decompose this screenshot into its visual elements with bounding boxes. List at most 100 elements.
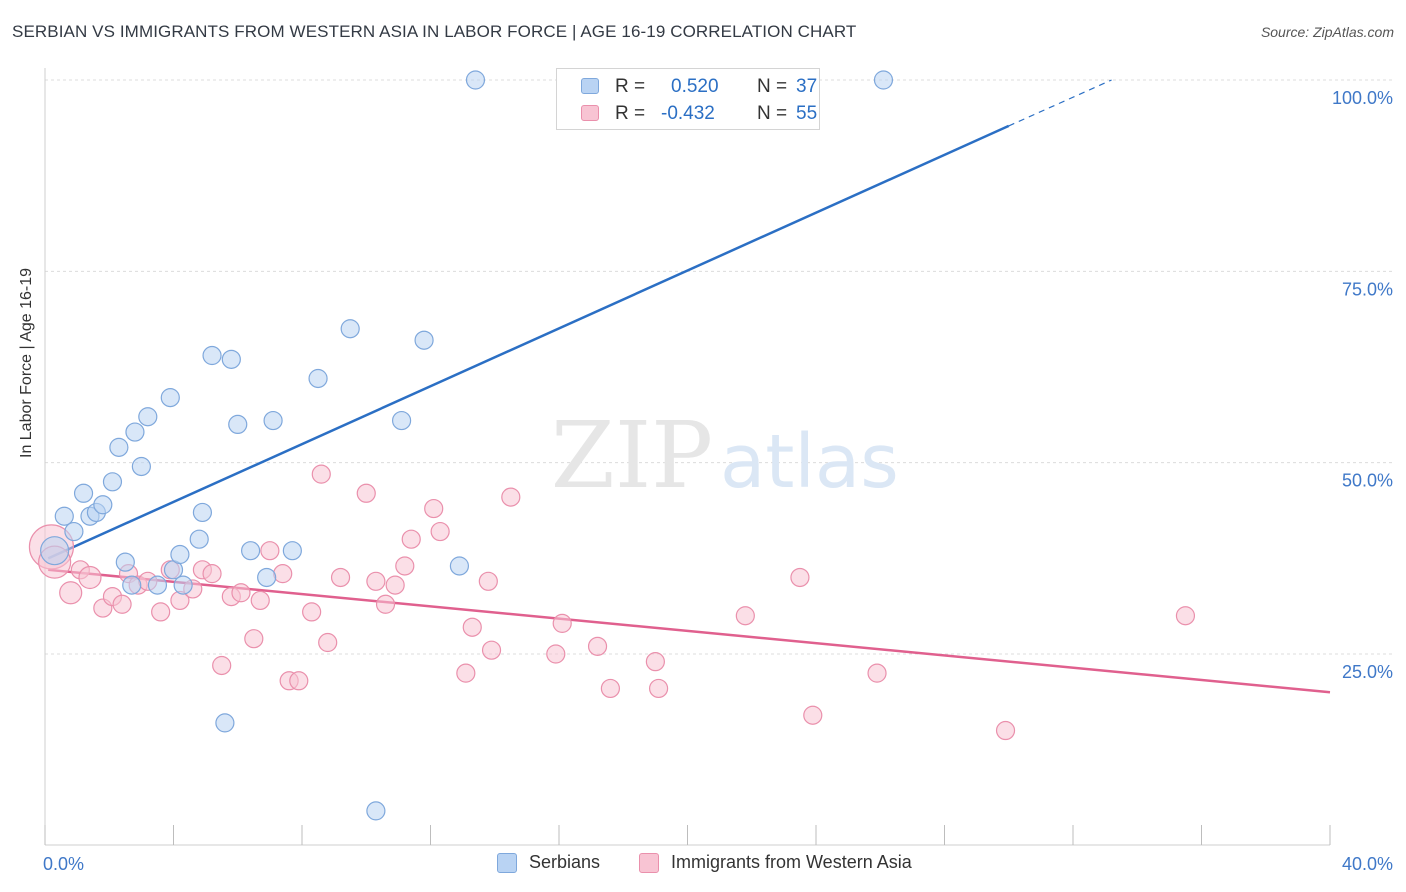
immigrants-point	[803, 705, 823, 725]
immigrants-point	[330, 567, 351, 588]
y-tick-label: 25.0%	[1342, 662, 1393, 682]
serbians-point	[340, 319, 360, 339]
immigrants-point	[250, 590, 270, 611]
legend-swatch-serbians	[497, 853, 517, 873]
immigrants-point	[1175, 606, 1196, 626]
immigrants-point	[375, 594, 396, 614]
immigrants-point	[260, 541, 280, 561]
y-axis-label: In Labor Force | Age 16-19	[18, 267, 35, 458]
legend-n-value-immigrants: 55	[796, 103, 818, 124]
serbians-point	[122, 575, 142, 595]
watermark-atlas: atlas	[720, 419, 899, 505]
serbians-point	[873, 70, 894, 90]
immigrants-point	[212, 655, 232, 676]
immigrants-point	[401, 529, 421, 549]
serbians-point	[215, 713, 235, 733]
serbians-point	[115, 552, 135, 572]
immigrants-trend-line	[48, 568, 1331, 694]
y-tick-label: 50.0%	[1342, 471, 1393, 491]
immigrants-point	[790, 567, 810, 588]
immigrants-point	[59, 581, 83, 605]
immigrants-point	[430, 521, 450, 542]
serbians-point	[241, 541, 261, 561]
chart-title: SERBIAN VS IMMIGRANTS FROM WESTERN ASIA …	[12, 22, 857, 41]
serbians-point	[64, 521, 84, 542]
legend-label-serbians: Serbians	[529, 852, 601, 872]
immigrants-point	[995, 720, 1016, 741]
legend-n-label: N =	[757, 76, 788, 97]
serbians-point	[465, 70, 486, 90]
immigrants-point	[231, 583, 251, 603]
serbians-trend-extension	[1008, 79, 1112, 127]
watermark-zip: ZIP	[551, 402, 713, 509]
serbians-point	[202, 345, 222, 366]
legend-r-label: R =	[615, 103, 646, 124]
immigrants-point	[385, 575, 405, 595]
serbians-point	[192, 502, 213, 523]
immigrants-point	[587, 636, 608, 656]
serbians-point	[131, 456, 151, 477]
serbians-point	[366, 801, 386, 821]
immigrants-point	[302, 602, 322, 622]
legend-swatch-serbians	[581, 78, 599, 94]
immigrants-point	[478, 571, 498, 591]
x-tick-label-max: 40.0%	[1342, 854, 1393, 874]
legend-swatch-immigrants	[581, 105, 599, 121]
source-label: Source: ZipAtlas.com	[1260, 24, 1394, 40]
serbians-point	[40, 536, 70, 566]
legend-r-value-serbians: 0.520	[671, 76, 719, 97]
serbians-point	[414, 330, 434, 350]
immigrants-point	[366, 571, 386, 591]
immigrants-point	[552, 613, 572, 633]
legend-r-label: R =	[615, 76, 646, 97]
trend-lines	[47, 79, 1331, 694]
grid-lines	[45, 79, 1393, 655]
immigrants-point	[356, 483, 376, 503]
tick-labels: 25.0% 50.0% 75.0% 100.0% 0.0% 40.0%	[43, 88, 1393, 874]
serbians-point	[282, 541, 302, 561]
legend-n-value-serbians: 37	[796, 76, 818, 97]
immigrants-point	[501, 487, 521, 507]
serbians-point	[138, 407, 158, 427]
immigrants-point	[289, 671, 309, 691]
serbians-point	[263, 410, 283, 431]
serbians-point	[189, 529, 209, 549]
stats-legend: R = 0.520 N = 37 R = -0.432 N = 55	[556, 68, 820, 130]
serbians-point	[54, 506, 74, 526]
serbians-trend-line	[47, 124, 1010, 560]
serbians-point	[147, 575, 168, 595]
data-points	[28, 70, 1196, 821]
y-tick-label: 100.0%	[1332, 88, 1393, 108]
serbians-point	[125, 422, 145, 442]
immigrants-point	[546, 644, 566, 664]
immigrants-point	[244, 629, 264, 649]
immigrants-point	[481, 640, 502, 660]
serbians-point	[109, 437, 129, 457]
serbians-point	[160, 388, 180, 408]
immigrants-point	[456, 663, 476, 683]
immigrants-point	[318, 632, 338, 653]
axes	[44, 68, 1331, 846]
immigrants-point	[112, 594, 132, 614]
immigrants-point	[462, 617, 482, 637]
serbians-point	[391, 410, 412, 431]
serbians-point	[73, 483, 94, 503]
legend-swatch-immigrants	[639, 853, 659, 873]
immigrants-point	[151, 602, 171, 622]
serbians-point	[308, 368, 328, 389]
immigrants-point	[273, 564, 293, 584]
immigrants-point	[648, 678, 669, 699]
serbians-point	[221, 349, 241, 369]
serbians-point	[449, 556, 470, 576]
serbians-point	[170, 544, 190, 565]
serbians-point	[173, 575, 193, 595]
serbians-point	[257, 567, 277, 588]
immigrants-point	[600, 678, 621, 699]
series-legend: Serbians Immigrants from Western Asia	[0, 852, 1406, 876]
immigrants-point	[202, 564, 222, 584]
serbians-point	[93, 495, 113, 515]
immigrants-point	[424, 498, 444, 519]
immigrants-point	[78, 565, 102, 590]
immigrants-point	[735, 606, 755, 626]
